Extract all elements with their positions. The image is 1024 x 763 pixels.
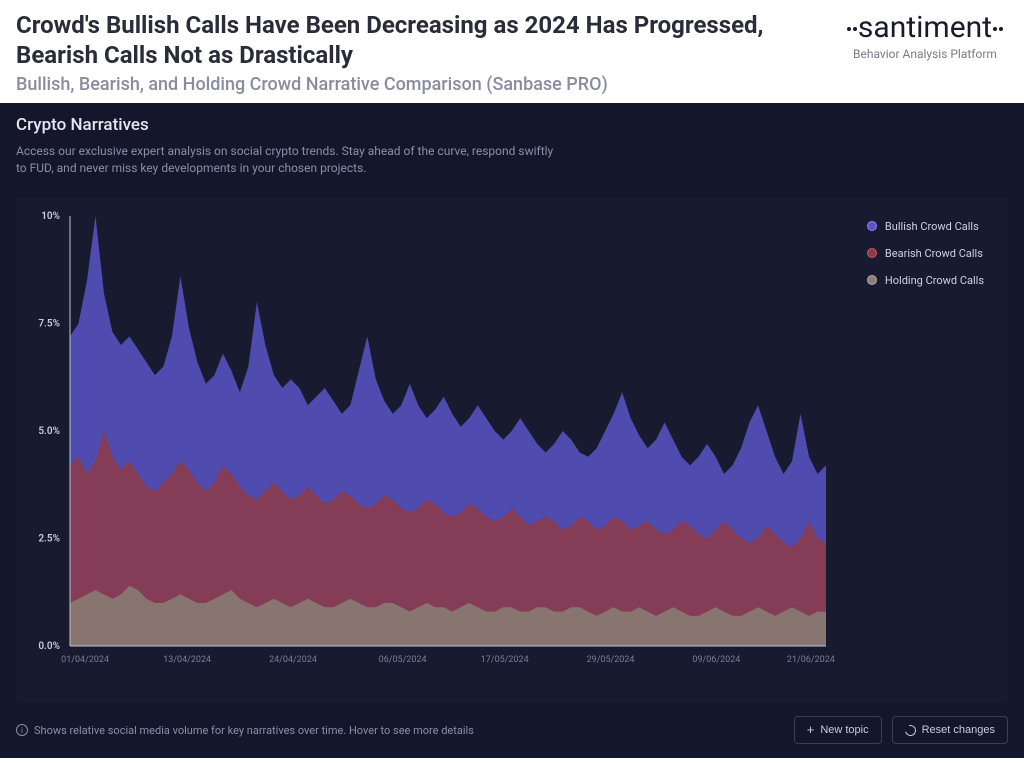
dark-panel: Crypto Narratives Access our exclusive e…: [0, 103, 1024, 758]
brand-block: santiment Behavior Analysis Platform: [846, 10, 1004, 61]
svg-text:01/04/2024: 01/04/2024: [61, 655, 109, 665]
panel-title: Crypto Narratives: [16, 115, 1008, 135]
svg-text:2.5%: 2.5%: [38, 533, 60, 544]
svg-text:0.0%: 0.0%: [38, 641, 60, 652]
svg-text:13/04/2024: 13/04/2024: [163, 655, 211, 665]
legend-label: Holding Crowd Calls: [885, 274, 984, 287]
main-title: Crowd's Bullish Calls Have Been Decreasi…: [16, 10, 826, 70]
reset-changes-button[interactable]: Reset changes: [892, 716, 1008, 744]
new-topic-button[interactable]: New topic: [794, 716, 882, 744]
panel-footer: i Shows relative social media volume for…: [16, 716, 1008, 744]
narratives-area-chart[interactable]: 0.0% 2.5% 5.0% 7.5% 10% 01/04/2024 13/04/2024 2…: [16, 198, 1008, 703]
sub-title: Bullish, Bearish, and Holding Crowd Narr…: [16, 74, 826, 95]
legend-item[interactable]: Bullish Crowd Calls: [867, 220, 984, 233]
footer-info-text: Shows relative social media volume for k…: [34, 724, 474, 737]
footer-actions: New topic Reset changes: [794, 716, 1008, 744]
svg-text:17/05/2024: 17/05/2024: [481, 655, 529, 665]
legend-swatch: [867, 275, 877, 285]
footer-info: i Shows relative social media volume for…: [16, 724, 474, 737]
svg-text:24/04/2024: 24/04/2024: [269, 655, 317, 665]
legend-item[interactable]: Bearish Crowd Calls: [867, 247, 984, 260]
legend-label: Bearish Crowd Calls: [885, 247, 983, 260]
legend-swatch: [867, 221, 877, 231]
svg-text:29/05/2024: 29/05/2024: [587, 655, 635, 665]
header-titles: Crowd's Bullish Calls Have Been Decreasi…: [16, 10, 846, 95]
reset-label: Reset changes: [922, 724, 995, 736]
info-icon: i: [16, 724, 28, 736]
chart-container: 0.0% 2.5% 5.0% 7.5% 10% 01/04/2024 13/04/2024 2…: [16, 198, 1008, 703]
page-header: Crowd's Bullish Calls Have Been Decreasi…: [0, 0, 1024, 103]
reset-icon: [903, 722, 918, 737]
svg-text:7.5%: 7.5%: [38, 318, 60, 329]
svg-text:06/05/2024: 06/05/2024: [379, 655, 427, 665]
brand-name: santiment: [858, 10, 992, 45]
chart-legend: Bullish Crowd Calls Bearish Crowd Calls Ho…: [867, 220, 984, 301]
plus-icon: [807, 723, 815, 737]
legend-label: Bullish Crowd Calls: [885, 220, 979, 233]
svg-text:09/06/2024: 09/06/2024: [692, 655, 740, 665]
new-topic-label: New topic: [820, 724, 868, 736]
panel-description: Access our exclusive expert analysis on …: [16, 143, 556, 178]
brand-logo: santiment: [846, 10, 1004, 45]
legend-swatch: [867, 248, 877, 258]
svg-text:21/06/2024: 21/06/2024: [787, 655, 835, 665]
legend-item[interactable]: Holding Crowd Calls: [867, 274, 984, 287]
svg-text:10%: 10%: [41, 211, 60, 222]
svg-text:5.0%: 5.0%: [38, 426, 60, 437]
brand-tagline: Behavior Analysis Platform: [846, 47, 1004, 61]
